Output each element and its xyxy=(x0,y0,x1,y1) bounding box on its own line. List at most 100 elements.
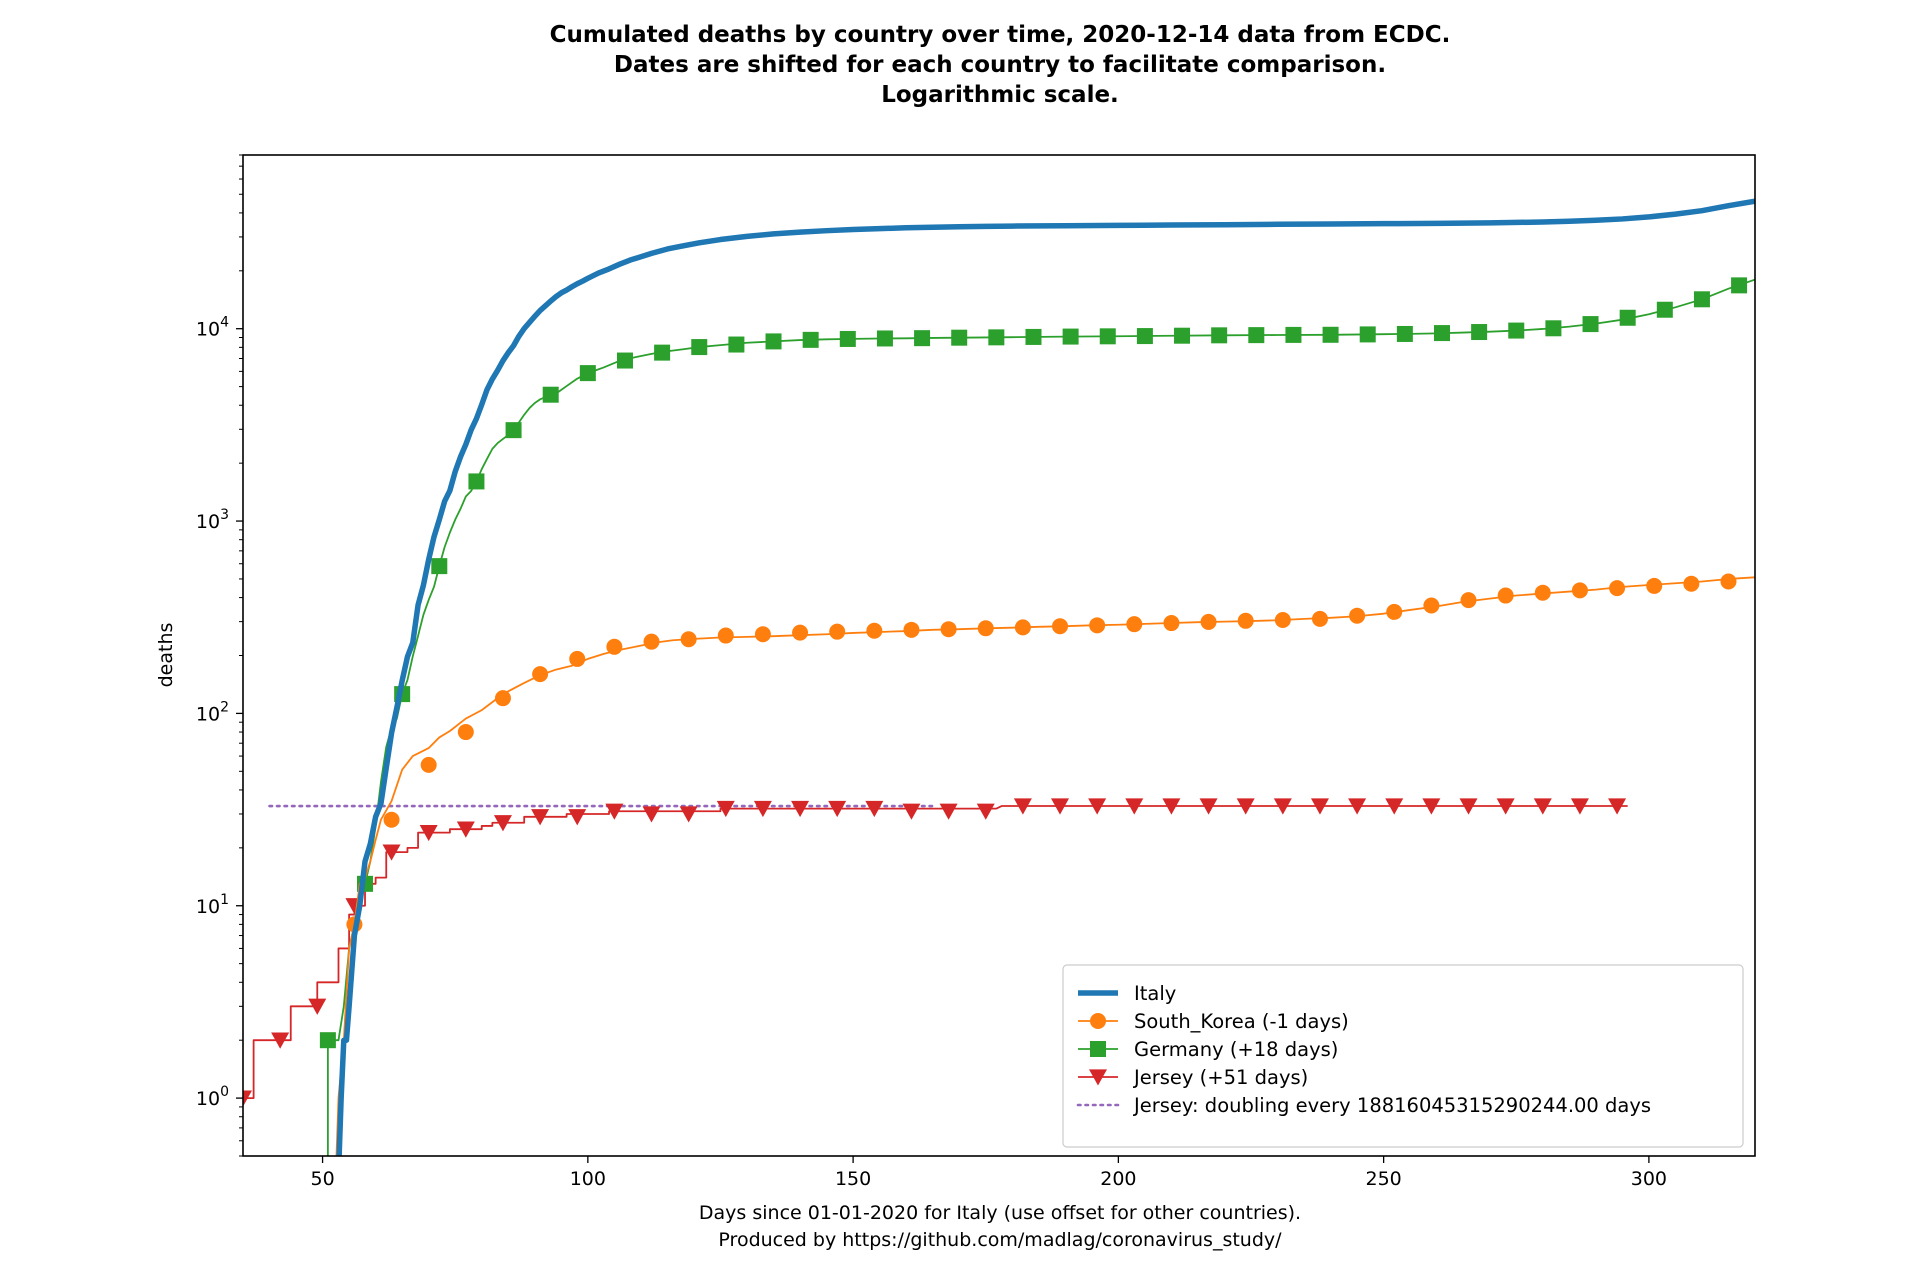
data-point xyxy=(1385,798,1404,815)
legend: Italy South_Korea (-1 days) Germany (+18 d… xyxy=(1062,964,1744,1148)
legend-marker xyxy=(1090,1041,1106,1057)
y-tick-label: 101 xyxy=(196,892,229,918)
data-point xyxy=(792,624,809,641)
x-axis-label-line-1: Days since 01-01-2020 for Italy (use off… xyxy=(699,1202,1301,1224)
data-point xyxy=(1052,618,1069,635)
series-line xyxy=(336,198,1755,1156)
data-point xyxy=(1582,316,1599,333)
data-point xyxy=(1349,607,1366,624)
data-point xyxy=(680,631,697,648)
x-tick-label: 50 xyxy=(310,1168,334,1190)
data-point xyxy=(1656,301,1673,318)
legend-label: Germany (+18 days) xyxy=(1134,1038,1338,1061)
data-point xyxy=(977,620,994,637)
data-point xyxy=(1508,322,1525,339)
data-point xyxy=(271,1032,290,1049)
data-point xyxy=(1200,613,1217,630)
data-point xyxy=(1386,603,1403,620)
data-point xyxy=(1545,320,1562,337)
legend-marker xyxy=(1089,1069,1107,1086)
data-point xyxy=(457,724,474,741)
data-point xyxy=(1199,798,1218,815)
y-axis-label: deaths xyxy=(155,623,177,688)
legend-label: Italy xyxy=(1134,982,1176,1005)
data-point xyxy=(1731,277,1748,294)
data-point xyxy=(1322,326,1339,343)
data-point xyxy=(382,844,401,861)
data-point xyxy=(616,352,633,369)
data-point xyxy=(988,329,1005,346)
x-tick-label: 150 xyxy=(835,1168,871,1190)
data-point xyxy=(865,800,884,818)
data-point xyxy=(1459,798,1478,815)
data-point xyxy=(1311,610,1328,627)
x-tick-label: 300 xyxy=(1631,1168,1667,1190)
data-point xyxy=(1608,798,1627,815)
data-point xyxy=(679,806,698,823)
chart-title: Cumulated deaths by country over time, 2… xyxy=(550,22,1451,108)
data-point xyxy=(716,800,735,818)
data-point xyxy=(1423,597,1440,614)
data-point xyxy=(1285,326,1302,343)
data-point xyxy=(753,800,772,818)
data-point xyxy=(717,627,734,644)
data-point xyxy=(1125,798,1144,815)
data-point xyxy=(1088,798,1107,815)
data-point xyxy=(383,811,400,828)
data-point xyxy=(1211,327,1228,344)
data-point xyxy=(829,623,846,640)
legend-entry: Germany (+18 days) xyxy=(1078,1038,1338,1061)
data-point xyxy=(1013,798,1032,815)
data-point xyxy=(1619,309,1636,326)
data-point xyxy=(494,690,511,707)
data-point xyxy=(1273,798,1292,815)
data-point xyxy=(1126,616,1143,633)
data-point xyxy=(1099,328,1116,345)
x-tick-label: 100 xyxy=(570,1168,606,1190)
data-point xyxy=(431,558,448,575)
legend-marker xyxy=(1090,1013,1106,1029)
data-point xyxy=(754,626,771,643)
data-point xyxy=(866,622,883,639)
data-point xyxy=(419,824,438,842)
data-point xyxy=(1310,798,1329,815)
data-point xyxy=(1646,577,1663,594)
legend-entry: Jersey (+51 days) xyxy=(1078,1066,1308,1089)
data-point xyxy=(308,998,327,1015)
x-tick-label: 200 xyxy=(1100,1168,1136,1190)
series-0 xyxy=(336,198,1755,1156)
data-point xyxy=(654,344,671,361)
data-point xyxy=(568,809,587,826)
data-point xyxy=(828,800,847,818)
title-line-1: Cumulated deaths by country over time, 2… xyxy=(550,22,1451,48)
data-point xyxy=(839,330,856,347)
data-point xyxy=(1422,798,1441,815)
data-point xyxy=(505,422,522,439)
data-point xyxy=(1163,615,1180,632)
data-point xyxy=(1609,580,1626,597)
data-point xyxy=(1014,619,1031,636)
data-point xyxy=(1348,798,1367,815)
data-point xyxy=(1062,328,1079,345)
data-point xyxy=(569,650,586,667)
y-tick-label: 100 xyxy=(196,1084,229,1110)
data-point xyxy=(532,666,549,683)
data-point xyxy=(1236,798,1255,815)
data-point xyxy=(1274,611,1291,628)
data-point xyxy=(939,803,958,820)
legend-entry: Jersey: doubling every 18816045315290244… xyxy=(1076,1094,1651,1117)
data-point xyxy=(802,331,819,348)
data-point xyxy=(1471,324,1488,341)
data-point xyxy=(1460,592,1477,609)
data-point xyxy=(468,473,485,490)
legend-entry: South_Korea (-1 days) xyxy=(1078,1010,1349,1033)
x-tick-label: 250 xyxy=(1365,1168,1401,1190)
data-point xyxy=(940,621,957,638)
data-point xyxy=(876,330,893,347)
data-point xyxy=(493,815,512,832)
data-point xyxy=(1496,798,1515,815)
data-point xyxy=(914,330,931,347)
data-point xyxy=(456,821,475,838)
data-point xyxy=(1693,291,1710,308)
